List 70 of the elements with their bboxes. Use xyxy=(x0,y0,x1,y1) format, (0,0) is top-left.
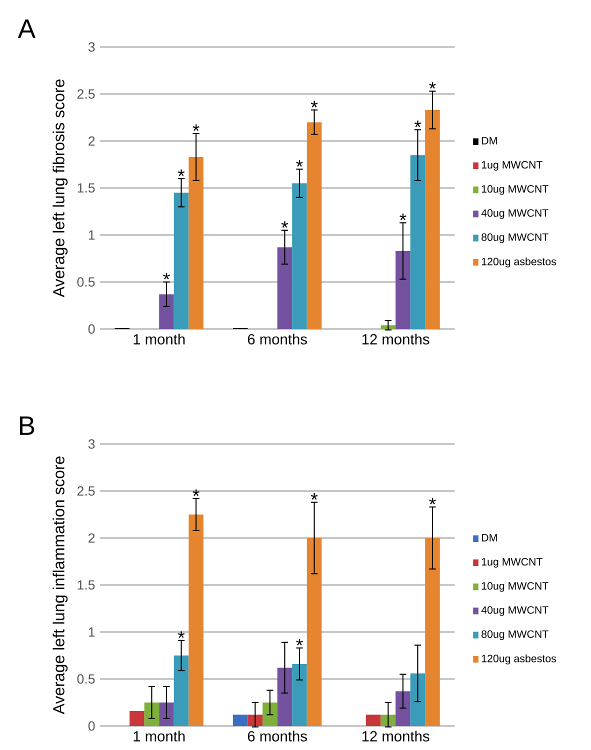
y-axis-title: Average left lung inflammation score xyxy=(52,456,68,714)
bar xyxy=(396,250,410,329)
legend-label: 10ug MWCNT xyxy=(482,185,548,195)
legend-label: 10ug MWCNT xyxy=(482,582,548,592)
legend-label: DM xyxy=(482,137,497,144)
bar xyxy=(425,110,440,329)
y-tick-label: 1.5 xyxy=(78,183,95,193)
bar xyxy=(292,664,307,726)
bar xyxy=(232,714,248,726)
bar xyxy=(277,247,292,329)
y-tick-label: 2 xyxy=(88,136,95,146)
y-axis-title: Average left lung fibrosis score xyxy=(52,80,68,298)
bar xyxy=(410,155,426,329)
bar xyxy=(188,156,204,329)
data-label: * xyxy=(296,160,303,167)
bar xyxy=(306,122,322,329)
data-label: * xyxy=(192,124,200,131)
data-label: * xyxy=(178,631,185,638)
legend-label: 120ug asbestos xyxy=(482,654,556,664)
data-label: * xyxy=(281,221,288,228)
y-tick-label: 1.5 xyxy=(78,580,95,590)
data-label: * xyxy=(429,82,436,89)
data-label: * xyxy=(178,169,185,176)
bar xyxy=(277,668,292,726)
legend-label: 80ug MWCNT xyxy=(482,233,548,244)
x-tick-label: 1 month xyxy=(134,730,185,742)
bar xyxy=(292,183,307,329)
data-label: * xyxy=(192,489,200,496)
legend-label: 40ug MWCNT xyxy=(481,606,548,616)
data-label: * xyxy=(296,638,303,646)
y-tick-label: 2.5 xyxy=(77,486,95,496)
y-tick-label: 0 xyxy=(88,721,95,731)
bar xyxy=(306,538,322,726)
chart-title: A xyxy=(18,20,36,38)
x-tick-label: 1 month xyxy=(134,334,185,344)
y-tick-label: 1 xyxy=(88,230,95,240)
data-label: * xyxy=(414,120,422,128)
x-tick-label: 12 months xyxy=(362,730,430,742)
bar xyxy=(130,710,144,726)
legend-label: 120ug asbestos xyxy=(482,257,556,268)
data-label: * xyxy=(163,272,170,280)
legend-label: 1ug MWCNT xyxy=(482,161,542,171)
data-label: * xyxy=(400,214,406,220)
bar xyxy=(366,714,381,726)
bar xyxy=(396,691,410,726)
data-label: * xyxy=(429,498,436,504)
y-tick-label: 0.5 xyxy=(77,674,95,684)
legend-label: 80ug MWCNT xyxy=(482,630,548,640)
bar xyxy=(380,325,396,329)
y-tick-label: 1 xyxy=(88,627,95,637)
legend-label: 1ug MWCNT xyxy=(482,558,542,568)
y-tick-label: 2.5 xyxy=(77,89,95,99)
y-tick-label: 0 xyxy=(88,324,95,334)
y-tick-label: 0.5 xyxy=(77,277,95,287)
y-tick-label: 2 xyxy=(88,533,95,543)
legend-label: 40ug MWCNT xyxy=(481,209,548,219)
legend-label: DM xyxy=(482,534,497,542)
x-tick-label: 6 months xyxy=(248,334,307,344)
bar xyxy=(174,655,189,726)
y-tick-label: 3 xyxy=(88,42,95,52)
data-label: * xyxy=(310,100,318,108)
y-tick-label: 3 xyxy=(88,439,95,449)
bar xyxy=(188,514,204,726)
bar xyxy=(425,538,440,726)
bar xyxy=(159,294,174,329)
data-label: * xyxy=(310,493,318,500)
chart-title: B xyxy=(20,416,34,435)
bar xyxy=(174,192,189,329)
x-tick-label: 6 months xyxy=(248,730,307,742)
x-tick-label: 12 months xyxy=(362,334,430,344)
